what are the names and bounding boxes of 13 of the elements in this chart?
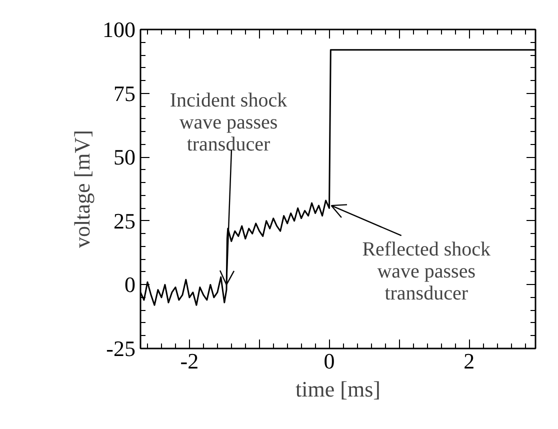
x-tick-label: 2 xyxy=(464,348,475,374)
x-tick-label: 0 xyxy=(324,348,335,374)
x-tick-label: -2 xyxy=(180,348,199,374)
y-tick-label: 25 xyxy=(114,208,136,234)
y-tick-label: 75 xyxy=(114,80,136,106)
y-tick-label: 50 xyxy=(114,144,136,170)
y-tick-label: 0 xyxy=(124,272,136,298)
x-axis-title: time [ms] xyxy=(296,376,380,402)
annotation: Reflected shock wave passes transducer xyxy=(362,238,490,305)
y-tick-label: -25 xyxy=(106,336,136,361)
y-axis-title: voltage [mV] xyxy=(70,130,94,248)
annotation: Incident shock wave passes transducer xyxy=(170,90,288,156)
y-tick-label: 100 xyxy=(102,17,136,42)
